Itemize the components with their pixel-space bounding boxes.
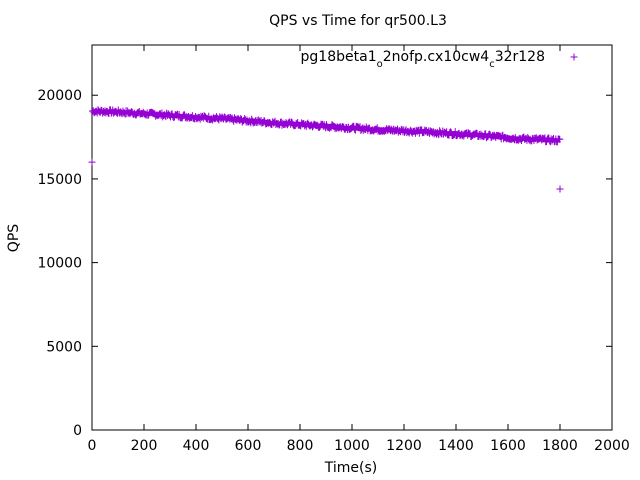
y-tick-label: 0	[73, 423, 82, 439]
y-axis-label: QPS	[6, 224, 22, 252]
x-tick-label: 1400	[438, 438, 474, 454]
data-point-outlier	[88, 158, 96, 166]
y-axis: 0 5000 10000 15000 20000	[37, 88, 612, 439]
x-tick-label: 1000	[334, 438, 370, 454]
legend: pg18beta1o2nofp.cx10cw4c32r128	[301, 49, 578, 70]
x-tick-label: 800	[287, 438, 314, 454]
data-point-outlier	[556, 185, 564, 193]
y-tick-label: 20000	[37, 88, 82, 104]
data-point	[556, 135, 564, 143]
series-points	[88, 106, 564, 193]
plot-border	[91, 44, 613, 431]
x-axis-label: Time(s)	[324, 460, 377, 476]
legend-marker	[570, 53, 578, 61]
x-axis: 0 200 400 600 800 1000 1200 1400 1600 1800 2000	[88, 45, 630, 454]
y-tick-label: 10000	[37, 256, 82, 272]
x-tick-label: 200	[131, 438, 158, 454]
chart-title: QPS vs Time for qr500.L3	[269, 13, 447, 29]
x-tick-label: 600	[235, 438, 262, 454]
x-tick-label: 0	[88, 438, 97, 454]
x-tick-label: 1200	[386, 438, 422, 454]
y-tick-label: 15000	[37, 172, 82, 188]
y-tick-label: 5000	[46, 339, 82, 355]
x-tick-label: 1600	[490, 438, 526, 454]
legend-label: pg18beta1o2nofp.cx10cw4c32r128	[301, 49, 545, 70]
x-tick-label: 2000	[594, 438, 630, 454]
data-point	[464, 129, 472, 137]
x-tick-label: 400	[183, 438, 210, 454]
plot-frame	[91, 44, 613, 431]
x-tick-label: 1800	[542, 438, 578, 454]
